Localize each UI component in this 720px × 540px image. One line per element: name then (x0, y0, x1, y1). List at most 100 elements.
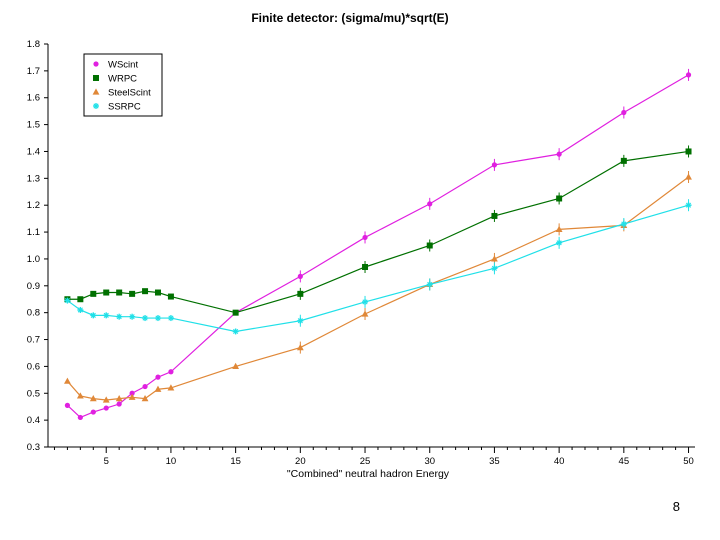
y-tick-label: 0.4 (27, 415, 40, 426)
data-point-steelscint (232, 362, 240, 369)
data-point-steelscint (128, 393, 136, 400)
data-point-ssrpc (77, 306, 84, 313)
y-tick-label: 1.3 (27, 173, 40, 184)
axes: 0.3 0.4 0.5 0.6 0.7 0.8 0.9 1.0 1.1 1.2 1.3 1.4 1.5 1… (27, 39, 695, 467)
data-point-steelscint (89, 395, 97, 402)
series-layer (64, 68, 692, 421)
data-point-wscint (77, 414, 83, 421)
legend-label: SSRPC (108, 102, 141, 113)
data-point-wrpc (232, 309, 239, 316)
data-point-wscint (362, 234, 368, 241)
data-point-steelscint (102, 396, 110, 403)
y-tick-label: 1.5 (27, 120, 40, 131)
data-point-wrpc (116, 289, 123, 296)
data-point-wscint (129, 390, 135, 396)
series-ssrpc (64, 199, 692, 335)
x-tick-label: 50 (683, 456, 694, 467)
data-point-steelscint (555, 225, 563, 232)
data-point-wrpc (142, 288, 149, 295)
data-point-wrpc (685, 148, 692, 155)
data-point-ssrpc (426, 281, 433, 288)
data-point-ssrpc (232, 328, 239, 335)
x-tick-label: 25 (360, 456, 371, 467)
series-wscint (64, 68, 692, 421)
y-tick-label: 0.3 (27, 442, 40, 453)
data-point-steelscint (141, 395, 149, 402)
data-point-ssrpc (167, 315, 174, 322)
x-axis-label: "Combined" neutral hadron Energy (287, 468, 450, 480)
data-point-wscint (103, 405, 109, 411)
data-point-ssrpc (297, 317, 304, 324)
x-tick-label: 20 (295, 456, 306, 467)
data-point-wrpc (77, 296, 84, 303)
data-point-wscint (297, 273, 303, 279)
legend-marker-steelscint (92, 88, 100, 95)
y-tick-label: 1.1 (27, 227, 40, 238)
y-tick-label: 1.4 (27, 146, 40, 157)
data-point-ssrpc (556, 239, 563, 246)
data-point-wrpc (426, 242, 433, 249)
data-point-ssrpc (90, 312, 97, 319)
data-point-wrpc (90, 290, 97, 297)
data-point-wrpc (103, 289, 110, 296)
data-point-wrpc (297, 290, 304, 297)
series-steelscint (64, 170, 692, 403)
x-tick-label: 35 (489, 456, 500, 467)
page-number: 8 (672, 499, 680, 514)
legend-marker-wscint (93, 61, 99, 67)
data-point-wscint (621, 109, 627, 116)
legend-label: WRPC (108, 74, 137, 85)
data-point-steelscint (491, 255, 498, 262)
data-point-steelscint (64, 377, 71, 384)
data-point-wrpc (167, 293, 174, 300)
data-point-ssrpc (116, 313, 123, 320)
legend-marker-ssrpc (93, 103, 99, 109)
legend-label: WScint (108, 60, 138, 71)
x-tick-label: 15 (230, 456, 241, 467)
data-point-ssrpc (64, 297, 71, 304)
x-tick-label: 30 (424, 456, 435, 467)
data-point-steelscint (76, 392, 84, 399)
y-tick-label: 1.0 (27, 254, 40, 265)
data-point-ssrpc (142, 315, 149, 322)
data-point-wrpc (154, 289, 161, 296)
x-tick-label: 5 (104, 456, 109, 467)
legend-marker-wrpc (93, 75, 99, 81)
data-point-ssrpc (103, 312, 110, 319)
data-point-wscint (556, 151, 562, 157)
data-point-wscint (90, 409, 96, 415)
data-point-ssrpc (620, 221, 627, 228)
x-tick-label: 40 (554, 456, 565, 467)
x-tick-label: 45 (619, 456, 630, 467)
legend: WScint WRPC SteelScint SSRPC (83, 53, 163, 117)
data-point-wscint (155, 374, 161, 380)
data-point-steelscint (115, 395, 123, 402)
data-point-wscint (168, 369, 174, 375)
y-tick-label: 0.6 (27, 361, 40, 372)
data-point-wscint (491, 162, 498, 168)
data-point-wrpc (129, 290, 136, 297)
data-point-ssrpc (362, 298, 369, 305)
data-point-ssrpc (129, 313, 136, 320)
y-tick-label: 0.7 (27, 335, 40, 346)
y-tick-label: 1.6 (27, 93, 40, 104)
data-point-steelscint (154, 385, 162, 392)
x-tick-label: 10 (166, 456, 177, 467)
y-tick-label: 0.5 (27, 388, 40, 399)
y-tick-label: 1.2 (27, 200, 40, 211)
data-point-wrpc (491, 212, 498, 219)
data-point-wscint (685, 72, 692, 78)
y-tick-label: 0.9 (27, 281, 40, 292)
y-tick-label: 1.7 (27, 66, 40, 77)
data-point-wscint (142, 383, 148, 390)
data-point-ssrpc (154, 315, 161, 322)
y-tick-label: 1.8 (27, 39, 40, 50)
data-point-ssrpc (491, 265, 498, 272)
data-point-wrpc (556, 195, 563, 202)
data-point-steelscint (296, 343, 304, 351)
y-tick-label: 0.8 (27, 308, 40, 319)
legend-label: SteelScint (108, 88, 151, 99)
series-line-wscint (67, 74, 689, 419)
series-line-ssrpc (67, 204, 689, 333)
data-point-wscint (64, 402, 71, 408)
